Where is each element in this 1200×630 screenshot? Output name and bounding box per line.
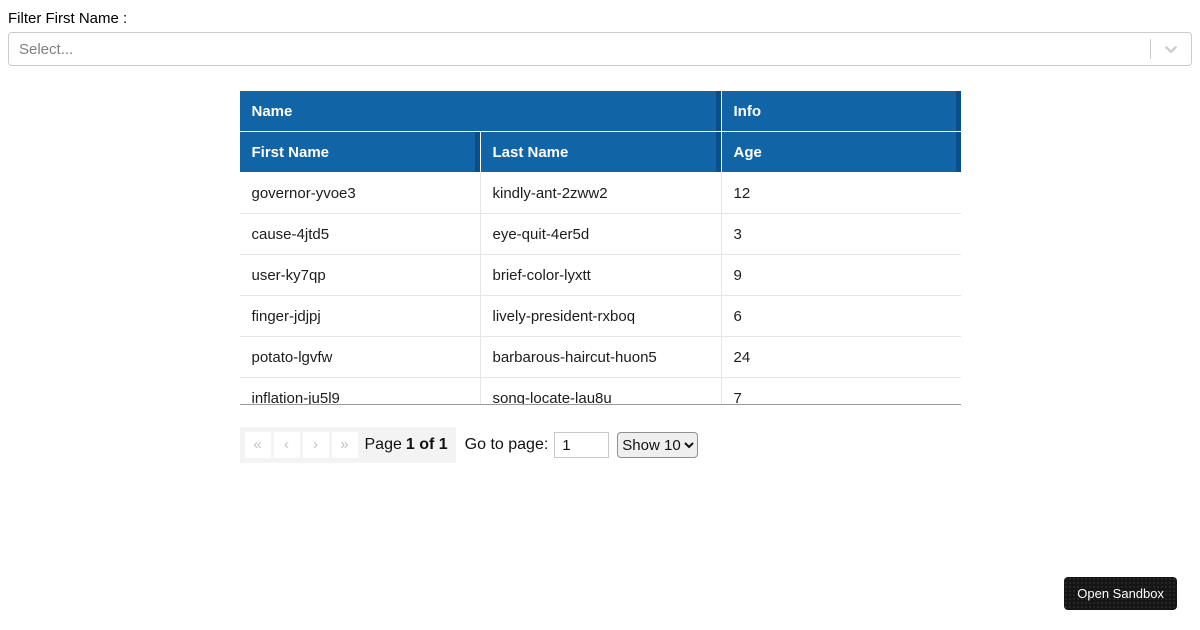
- chevron-down-icon[interactable]: [1159, 39, 1191, 59]
- cell-last-name: eye-quit-4er5d: [480, 214, 722, 254]
- column-resizer-handle[interactable]: [955, 91, 961, 131]
- header-group-name-label: Name: [251, 102, 293, 120]
- goto-page-label: Go to page:: [464, 436, 549, 453]
- header-group-info-label: Info: [733, 102, 762, 120]
- table-row: user-ky7qp brief-color-lyxtt 9: [239, 255, 961, 296]
- header-last-name-label: Last Name: [492, 143, 569, 161]
- select-separator: [1150, 39, 1151, 59]
- header-last-name: Last Name: [480, 132, 721, 172]
- header-age: Age: [721, 132, 961, 172]
- cell-first-name: cause-4jtd5: [239, 214, 481, 254]
- table-header-row: First Name Last Name Age: [239, 132, 961, 172]
- page-indicator: Page 1 of 1: [365, 436, 448, 454]
- cell-first-name: user-ky7qp: [239, 255, 481, 295]
- table-row: inflation-ju5l9 song-locate-lau8u 7: [239, 378, 961, 404]
- cell-last-name: song-locate-lau8u: [480, 378, 722, 404]
- cell-first-name: potato-lgvfw: [239, 337, 481, 377]
- header-first-name-label: First Name: [251, 143, 330, 161]
- last-page-button[interactable]: »: [331, 432, 358, 458]
- filter-select[interactable]: Select...: [8, 32, 1192, 66]
- cell-age: 3: [721, 214, 961, 254]
- previous-page-button[interactable]: ‹: [273, 432, 300, 458]
- cell-last-name: barbarous-haircut-huon5: [480, 337, 722, 377]
- column-resizer-handle[interactable]: [474, 132, 480, 172]
- header-group-name: Name: [239, 91, 721, 131]
- data-table: Name Info First Name Last Name Age: [239, 91, 961, 405]
- table-row: finger-jdjpj lively-president-rxboq 6: [239, 296, 961, 337]
- cell-last-name: kindly-ant-2zww2: [480, 173, 722, 213]
- page-size-select[interactable]: Show 10: [617, 432, 699, 458]
- header-group-info: Info: [721, 91, 961, 131]
- first-page-button[interactable]: «: [244, 432, 271, 458]
- header-first-name: First Name: [239, 132, 480, 172]
- table-header-group-row: Name Info: [239, 91, 961, 131]
- cell-last-name: brief-color-lyxtt: [480, 255, 722, 295]
- next-page-button[interactable]: ›: [302, 432, 329, 458]
- table-body: governor-yvoe3 kindly-ant-2zww2 12 cause…: [239, 173, 961, 404]
- filter-select-placeholder: Select...: [19, 40, 74, 58]
- table-row: cause-4jtd5 eye-quit-4er5d 3: [239, 214, 961, 255]
- pagination-controls: « ‹ › » Page 1 of 1: [239, 427, 456, 463]
- page-indicator-label: Page: [364, 436, 402, 453]
- column-resizer-handle[interactable]: [715, 91, 721, 131]
- filter-label: Filter First Name :: [8, 10, 128, 27]
- cell-first-name: finger-jdjpj: [239, 296, 481, 336]
- column-resizer-handle[interactable]: [955, 132, 961, 172]
- cell-age: 12: [721, 173, 961, 213]
- table-row: potato-lgvfw barbarous-haircut-huon5 24: [239, 337, 961, 378]
- cell-last-name: lively-president-rxboq: [480, 296, 722, 336]
- goto-page-input[interactable]: [554, 432, 610, 458]
- header-age-label: Age: [733, 143, 762, 161]
- cell-first-name: inflation-ju5l9: [239, 378, 481, 404]
- open-sandbox-button[interactable]: Open Sandbox: [1064, 577, 1177, 610]
- page-indicator-value: 1 of 1: [405, 436, 448, 453]
- cell-age: 24: [721, 337, 961, 377]
- cell-age: 9: [721, 255, 961, 295]
- cell-age: 7: [721, 378, 961, 404]
- table-row: governor-yvoe3 kindly-ant-2zww2 12: [239, 173, 961, 214]
- column-resizer-handle[interactable]: [715, 132, 721, 172]
- cell-age: 6: [721, 296, 961, 336]
- cell-first-name: governor-yvoe3: [239, 173, 481, 213]
